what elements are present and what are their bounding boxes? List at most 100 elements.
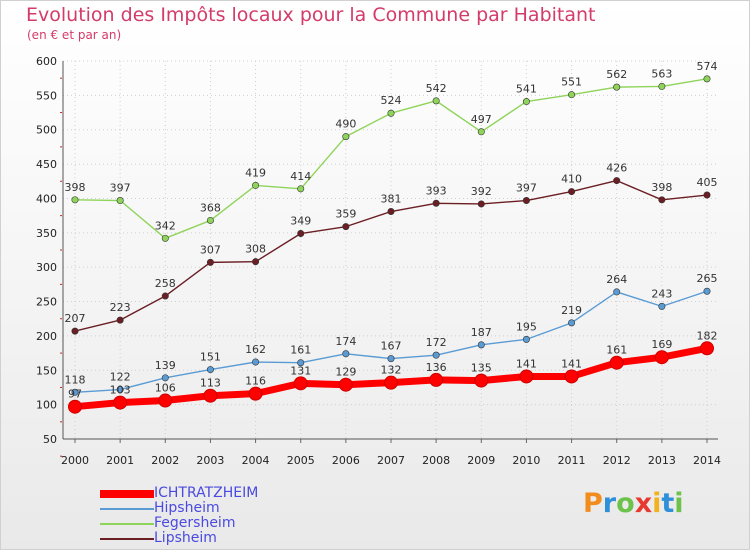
data-label: 551 <box>561 76 582 89</box>
data-point <box>71 196 79 204</box>
data-point <box>252 358 260 366</box>
data-label: 169 <box>651 338 672 351</box>
data-label: 563 <box>651 67 672 80</box>
data-label: 113 <box>200 377 221 390</box>
y-tick-label: 100 <box>36 399 57 412</box>
data-label: 131 <box>290 364 311 377</box>
y-tick-label: 500 <box>36 124 57 137</box>
data-label: 398 <box>651 181 672 194</box>
data-point <box>158 393 173 408</box>
data-label: 397 <box>110 182 131 195</box>
y-tick-label: 50 <box>43 433 57 446</box>
data-label: 359 <box>335 208 356 221</box>
data-label: 141 <box>516 357 537 370</box>
data-point <box>429 372 444 387</box>
data-point <box>342 350 350 358</box>
data-label: 307 <box>200 243 221 256</box>
data-point <box>161 292 169 300</box>
data-label: 562 <box>606 68 627 81</box>
data-label: 195 <box>516 320 537 333</box>
legend-swatch <box>100 522 154 525</box>
data-point <box>297 359 305 367</box>
data-point <box>519 369 534 384</box>
data-point <box>568 91 576 99</box>
data-label: 342 <box>155 219 176 232</box>
x-tick-label: 2000 <box>61 454 89 467</box>
data-point <box>703 287 711 295</box>
data-point <box>116 316 124 324</box>
data-label: 118 <box>65 373 86 386</box>
data-point <box>522 197 530 205</box>
data-point <box>658 196 666 204</box>
data-label: 349 <box>290 215 311 228</box>
data-label: 419 <box>245 166 266 179</box>
data-point <box>384 375 398 390</box>
data-label: 542 <box>426 82 447 95</box>
data-label: 132 <box>381 364 402 377</box>
data-label: 139 <box>155 359 176 372</box>
y-tick-label: 550 <box>36 89 57 102</box>
data-label: 381 <box>381 193 402 206</box>
x-tick-label: 2001 <box>106 454 134 467</box>
legend-swatch <box>100 489 154 498</box>
x-tick-label: 2003 <box>196 454 224 467</box>
x-tick-label: 2004 <box>242 454 270 467</box>
data-label: 490 <box>335 118 356 131</box>
data-label: 393 <box>426 184 447 197</box>
data-point <box>432 199 440 207</box>
data-label: 426 <box>606 162 627 175</box>
data-point <box>564 369 579 384</box>
data-label: 141 <box>561 357 582 370</box>
x-tick-label: 2013 <box>648 454 676 467</box>
data-point <box>477 128 485 136</box>
data-point <box>658 302 666 310</box>
data-label: 161 <box>606 344 627 357</box>
y-tick-label: 350 <box>36 227 57 240</box>
data-point <box>338 377 353 392</box>
x-tick-label: 2002 <box>151 454 179 467</box>
data-label: 414 <box>290 170 311 183</box>
data-label: 207 <box>65 312 86 325</box>
data-point <box>113 395 128 410</box>
data-label: 122 <box>110 371 131 384</box>
data-point <box>609 355 624 370</box>
data-point <box>474 373 489 388</box>
data-point <box>342 133 350 141</box>
data-label: 97 <box>68 388 82 401</box>
x-tick-label: 2006 <box>332 454 360 467</box>
y-tick-label: 400 <box>36 192 57 205</box>
chart-subtitle: (en € et par an) <box>27 28 122 42</box>
data-point <box>116 386 124 394</box>
y-tick-label: 250 <box>36 296 57 309</box>
data-label: 151 <box>200 351 221 364</box>
data-point <box>71 327 79 335</box>
data-label: 368 <box>200 201 221 214</box>
data-point <box>161 234 169 242</box>
data-label: 397 <box>516 182 537 195</box>
data-label: 135 <box>471 362 492 375</box>
data-point <box>387 208 395 216</box>
data-label: 308 <box>245 243 266 256</box>
data-label: 129 <box>335 366 356 379</box>
data-point <box>477 341 485 349</box>
data-point <box>613 288 621 296</box>
data-label: 410 <box>561 173 582 186</box>
x-tick-label: 2008 <box>422 454 450 467</box>
data-label: 182 <box>697 329 718 342</box>
data-label: 405 <box>697 176 718 189</box>
data-point <box>387 355 395 363</box>
data-point <box>68 399 82 414</box>
x-tick-label: 2007 <box>377 454 405 467</box>
data-labels: 97 103 106 113 116 131 129 132 136 135 141 141 161 16… <box>65 60 718 401</box>
data-label: 136 <box>426 361 447 374</box>
data-point <box>522 98 530 106</box>
data-label: 574 <box>697 60 718 73</box>
data-label: 497 <box>471 113 492 126</box>
data-label: 398 <box>65 181 86 194</box>
data-point <box>203 388 218 403</box>
data-label: 174 <box>335 335 356 348</box>
data-point <box>522 335 530 343</box>
data-point <box>116 197 124 205</box>
x-tick-label: 2011 <box>558 454 586 467</box>
